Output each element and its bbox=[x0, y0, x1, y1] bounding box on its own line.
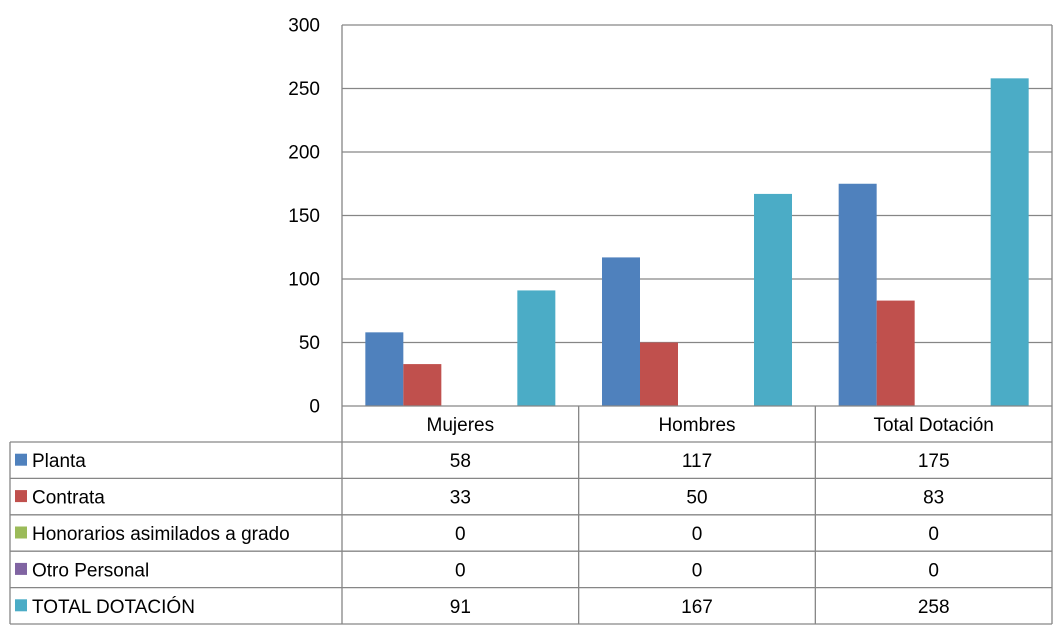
series-name-label: Planta bbox=[32, 451, 86, 472]
y-tick-label: 0 bbox=[309, 397, 320, 418]
bar-planta bbox=[365, 332, 404, 406]
legend-swatch bbox=[15, 453, 27, 466]
legend-swatch bbox=[15, 599, 27, 612]
series-name-label: Honorarios asimilados a grado bbox=[32, 524, 290, 545]
y-tick-label: 250 bbox=[288, 79, 320, 100]
x-category-label: Hombres bbox=[658, 415, 735, 436]
data-table-cell: 50 bbox=[686, 488, 707, 509]
data-table-cell: 33 bbox=[450, 488, 471, 509]
data-table-cell: 117 bbox=[682, 451, 712, 472]
data-table-cell: 175 bbox=[918, 451, 950, 472]
data-table-cell: 258 bbox=[918, 597, 950, 618]
data-table-cell: 0 bbox=[692, 560, 703, 581]
data-table-cell: 91 bbox=[450, 597, 471, 618]
data-table-cell: 0 bbox=[455, 560, 466, 581]
bar-contrata bbox=[640, 342, 678, 406]
bar-total-dotaci-n bbox=[990, 78, 1029, 406]
bar-planta bbox=[838, 183, 877, 406]
bar-contrata bbox=[403, 364, 442, 406]
series-name-label: TOTAL DOTACIÓN bbox=[32, 596, 195, 618]
y-tick-label: 300 bbox=[288, 16, 320, 37]
x-category-label: Mujeres bbox=[427, 415, 495, 436]
y-tick-label: 200 bbox=[288, 143, 320, 164]
y-tick-label: 50 bbox=[299, 333, 320, 354]
y-tick-label: 100 bbox=[288, 270, 320, 291]
bar-contrata bbox=[876, 300, 915, 406]
legend-swatch bbox=[15, 526, 27, 539]
data-table-cell: 0 bbox=[455, 524, 466, 545]
series-name-label: Contrata bbox=[32, 488, 105, 509]
data-table-cell: 58 bbox=[450, 451, 471, 472]
bar-planta bbox=[602, 257, 640, 406]
data-table-cell: 0 bbox=[928, 524, 939, 545]
x-category-label: Total Dotación bbox=[873, 415, 993, 436]
legend-swatch bbox=[15, 490, 27, 503]
y-tick-label: 150 bbox=[288, 206, 320, 227]
bar-total-dotaci-n bbox=[754, 193, 792, 406]
data-table-cell: 167 bbox=[681, 597, 713, 618]
legend-swatch bbox=[15, 562, 27, 575]
bar-total-dotaci-n bbox=[517, 290, 556, 406]
data-table-cell: 0 bbox=[692, 524, 703, 545]
data-table-cell: 83 bbox=[923, 488, 944, 509]
series-name-label: Otro Personal bbox=[32, 560, 149, 581]
data-table-cell: 0 bbox=[928, 560, 939, 581]
